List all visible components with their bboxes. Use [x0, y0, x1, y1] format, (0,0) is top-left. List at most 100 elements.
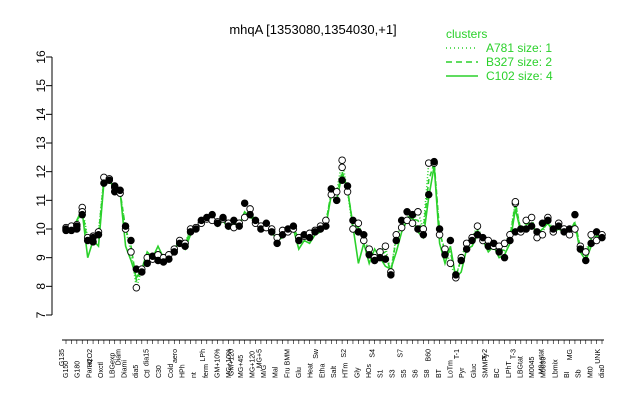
data-point-filled [462, 245, 471, 253]
x-tick-labels-row2: G135 H2O2 Diam dia15 aero LPh GM+120 MG+5 BMM Sw S… [59, 348, 602, 376]
data-point-open [414, 208, 422, 216]
x-tick-label: T-2 [482, 349, 489, 359]
x-tick-label: Etha [319, 363, 326, 378]
data-point-open [571, 225, 579, 233]
legend-label: B327 size: 2 [486, 55, 552, 69]
x-tick-label: BT [436, 368, 443, 378]
chart-title: mhqA [1353080,1354030,+1] [229, 22, 396, 37]
x-tick-label: Lbmix [552, 359, 559, 378]
x-tick-label: nt [191, 372, 198, 378]
x-tick-label: C30 [156, 365, 163, 378]
x-tick-label: M9+stat [539, 349, 546, 374]
data-point-open [332, 187, 341, 196]
y-tick-label: 15 [34, 79, 48, 93]
x-tick-label: Mal [273, 366, 280, 378]
data-point-filled [170, 248, 179, 256]
x-tick-label: Diami [121, 360, 128, 378]
x-tick-label: Mt0 [587, 366, 594, 378]
data-point-filled [500, 253, 509, 262]
data-point-filled [192, 225, 200, 233]
data-point-filled [424, 190, 433, 199]
y-tick-label: 16 [34, 50, 48, 64]
y-tick-label: 8 [34, 283, 48, 290]
series-line-a781 [65, 160, 603, 289]
x-tick-label: Pyr [459, 367, 466, 378]
y-tick-label: 10 [34, 222, 48, 236]
x-tick-labels-row1: G150 G180 Paraq Oxctl LBGexp Diami dia5 Ctl C30 C… [63, 349, 606, 378]
plot-area [62, 156, 606, 292]
data-point-open [538, 230, 547, 239]
x-ticks [65, 340, 603, 344]
x-tick-label: Ctl [145, 369, 152, 378]
data-point-filled [527, 222, 536, 230]
x-tick-label: Glu [296, 367, 303, 378]
x-tick-label: S2 [341, 349, 348, 358]
data-point-filled [127, 236, 135, 245]
y-ticks: 7 8 9 10 11 12 13 14 15 16 [34, 50, 52, 318]
data-point-filled [116, 186, 124, 195]
data-point-filled [235, 222, 244, 230]
y-tick-label: 13 [34, 136, 48, 150]
x-tick-label: Oxctl [98, 362, 105, 378]
x-tick-label: Heat [308, 363, 315, 378]
legend-label: A781 size: 1 [486, 41, 552, 55]
data-point-filled [121, 222, 130, 230]
data-point-filled [419, 230, 428, 239]
data-point-filled [208, 210, 216, 219]
data-point-filled [338, 176, 346, 185]
x-tick-label: MG+5 [256, 349, 263, 368]
data-point-filled [251, 216, 260, 225]
data-point-filled [78, 210, 86, 219]
data-point-filled [289, 222, 298, 230]
data-point-filled [435, 225, 444, 233]
x-tick-label: G180 [75, 361, 82, 378]
y-tick-label: 12 [34, 165, 48, 179]
data-point-filled [360, 230, 368, 239]
x-tick-label: UNK [595, 349, 602, 364]
data-point-filled [544, 216, 552, 225]
x-tick-label: BMM [285, 349, 292, 366]
x-tick-label: Cold [168, 363, 175, 378]
x-tick-label: LoTm [448, 360, 455, 378]
series-lines [65, 160, 603, 289]
data-point-open [127, 248, 135, 256]
data-point-filled [89, 238, 97, 246]
data-point-filled [392, 236, 401, 245]
x-tick-label: MG+45 [238, 355, 245, 378]
data-point-filled [332, 196, 341, 205]
x-tick-label: S7 [398, 349, 405, 358]
x-tick-label: GM+10% [214, 349, 221, 378]
data-point-filled [94, 230, 103, 239]
x-tick-label: B60 [426, 349, 433, 362]
data-point-filled [468, 236, 476, 245]
data-point-open [381, 242, 390, 250]
x-tick-label: MG+120 [249, 351, 256, 378]
data-point-filled [165, 255, 173, 263]
x-tick-label: Diam [115, 349, 122, 366]
data-point-filled [582, 256, 590, 265]
data-point-open [397, 223, 406, 232]
data-point-open [338, 156, 346, 164]
y-tick-label: 11 [34, 194, 48, 207]
x-tick-label: S4 [369, 349, 376, 358]
data-point-filled [571, 210, 579, 219]
x-tick-label: M0045 [529, 356, 536, 378]
x-tick-label: G150 [63, 361, 70, 378]
x-tick-label: S8 [424, 369, 431, 378]
series-points [62, 156, 606, 292]
data-point-open [511, 198, 520, 206]
x-tick-label: S1 [378, 369, 385, 378]
x-tick-label: M/G [261, 365, 268, 378]
data-point-open [408, 219, 417, 228]
x-tick-label: BC [494, 368, 501, 378]
data-point-filled [322, 222, 330, 230]
x-tick-label: LBGexp [110, 353, 117, 378]
data-point-filled [219, 213, 227, 222]
x-tick-label: HPh [180, 364, 187, 378]
x-tick-label: Salt [331, 366, 338, 378]
data-point-filled [73, 222, 81, 230]
x-tick-label: ferm [203, 364, 210, 378]
x-tick-label: MG [567, 349, 574, 360]
